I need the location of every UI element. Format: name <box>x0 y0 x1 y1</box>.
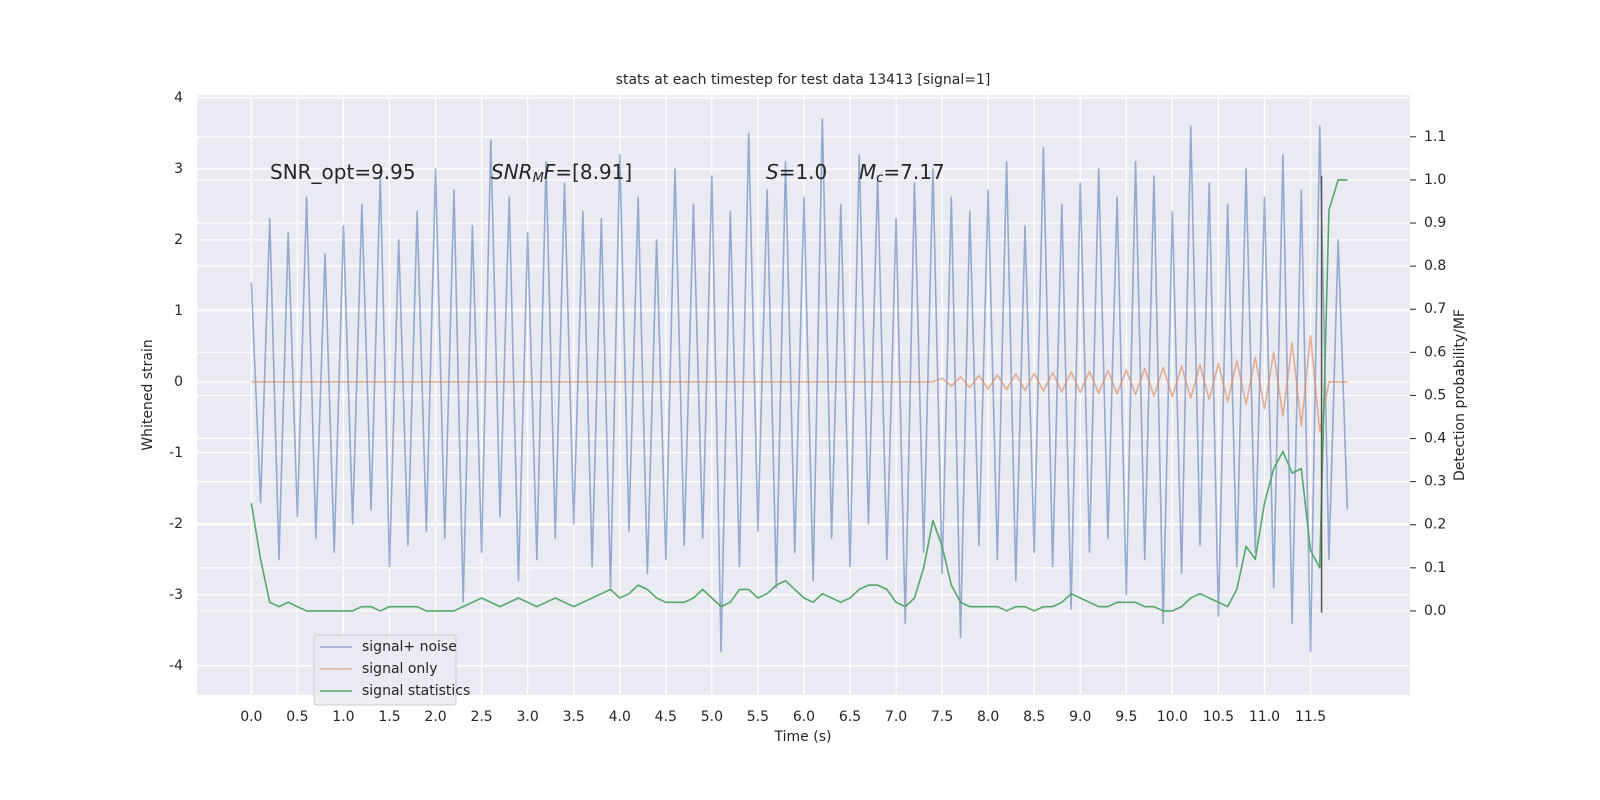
annotation-part: M <box>533 171 544 186</box>
y-axis-label: Whitened strain <box>140 339 156 450</box>
x-tick-label: 8.0 <box>977 709 999 725</box>
x-tick-label: 3.0 <box>517 709 539 725</box>
x-tick-label: 1.5 <box>378 709 400 725</box>
annotation-part: c <box>876 171 883 186</box>
series-line <box>250 118 1349 653</box>
y-tick-label: 3 <box>174 161 183 177</box>
annotation: S=1.0 <box>766 160 827 184</box>
annotation: SNR_opt=9.95 <box>270 160 416 184</box>
annotation: SNRMF=[8.91] <box>491 160 632 186</box>
legend-label: signal only <box>362 661 437 677</box>
chart-title: stats at each timestep for test data 134… <box>616 72 991 88</box>
legend-label: signal statistics <box>362 683 470 699</box>
x-tick-label: 7.5 <box>931 709 953 725</box>
annotation-part: =1.0 <box>779 160 828 184</box>
x-tick-label: 11.5 <box>1295 709 1326 725</box>
y-tick-label: 1 <box>174 303 183 319</box>
x-tick-label: 3.5 <box>563 709 585 725</box>
x-axis-label: Time (s) <box>774 729 832 745</box>
y2-tick-label: 0.4 <box>1424 431 1446 447</box>
x-tick-label: 8.5 <box>1023 709 1045 725</box>
legend-box <box>313 634 457 706</box>
legend-label: signal+ noise <box>362 639 457 655</box>
y2-tick-label: 0.2 <box>1424 517 1446 533</box>
series-line <box>250 179 1348 612</box>
x-tick-label: 9.0 <box>1069 709 1091 725</box>
x-tick-label: 7.0 <box>885 709 907 725</box>
x-tick-label: 5.0 <box>701 709 723 725</box>
y-tick-label: -3 <box>169 587 183 603</box>
y-tick-label: -2 <box>169 516 183 532</box>
y2-tick-label: 0.7 <box>1424 301 1446 317</box>
x-tick-label: 11.0 <box>1249 709 1280 725</box>
series-line <box>251 334 1348 433</box>
x-tick-label: 6.5 <box>839 709 861 725</box>
x-tick-label: 4.5 <box>655 709 677 725</box>
x-tick-label: 2.5 <box>470 709 492 725</box>
annotation: Mc=7.17 <box>859 160 945 186</box>
y-tick-label: -1 <box>169 445 183 461</box>
y2-tick-label: 0.5 <box>1424 387 1446 403</box>
y2-tick-label: 0.9 <box>1424 215 1446 231</box>
x-tick-label: 0.5 <box>286 709 308 725</box>
x-tick-label: 0.0 <box>240 709 262 725</box>
y-tick-label: 0 <box>174 374 183 390</box>
x-tick-label: 6.0 <box>793 709 815 725</box>
y2-tick-label: 0.3 <box>1424 474 1446 490</box>
annotation-part: =[8.91] <box>555 160 632 184</box>
x-tick-label: 1.0 <box>332 709 354 725</box>
y2-tick-label: 0.1 <box>1424 560 1446 576</box>
y2-tick-label: 0.6 <box>1424 344 1446 360</box>
x-tick-label: 4.0 <box>609 709 631 725</box>
x-tick-label: 2.0 <box>424 709 446 725</box>
y-tick-label: 2 <box>174 232 183 248</box>
y2-tick-label: 0.0 <box>1424 603 1446 619</box>
y-tick-label: 4 <box>174 90 183 106</box>
x-tick-label: 10.5 <box>1203 709 1234 725</box>
annotation-part: S <box>766 160 779 184</box>
annotation-part: M <box>859 160 876 184</box>
y2-tick-label: 1.0 <box>1424 172 1446 188</box>
annotation-part: SNR <box>491 160 533 184</box>
x-tick-label: 9.5 <box>1115 709 1137 725</box>
y-tick-label: -4 <box>169 658 183 674</box>
y2-axis-label: Detection probability/MF <box>1452 309 1468 481</box>
x-tick-label: 5.5 <box>747 709 769 725</box>
annotation-part: SNR_opt=9.95 <box>270 160 416 184</box>
annotation-part: =7.17 <box>883 160 944 184</box>
marks <box>250 118 1349 653</box>
annotation-part: F <box>544 160 556 184</box>
y2-tick-label: 1.1 <box>1424 129 1446 145</box>
x-tick-label: 10.0 <box>1157 709 1188 725</box>
y2-tick-label: 0.8 <box>1424 258 1446 274</box>
